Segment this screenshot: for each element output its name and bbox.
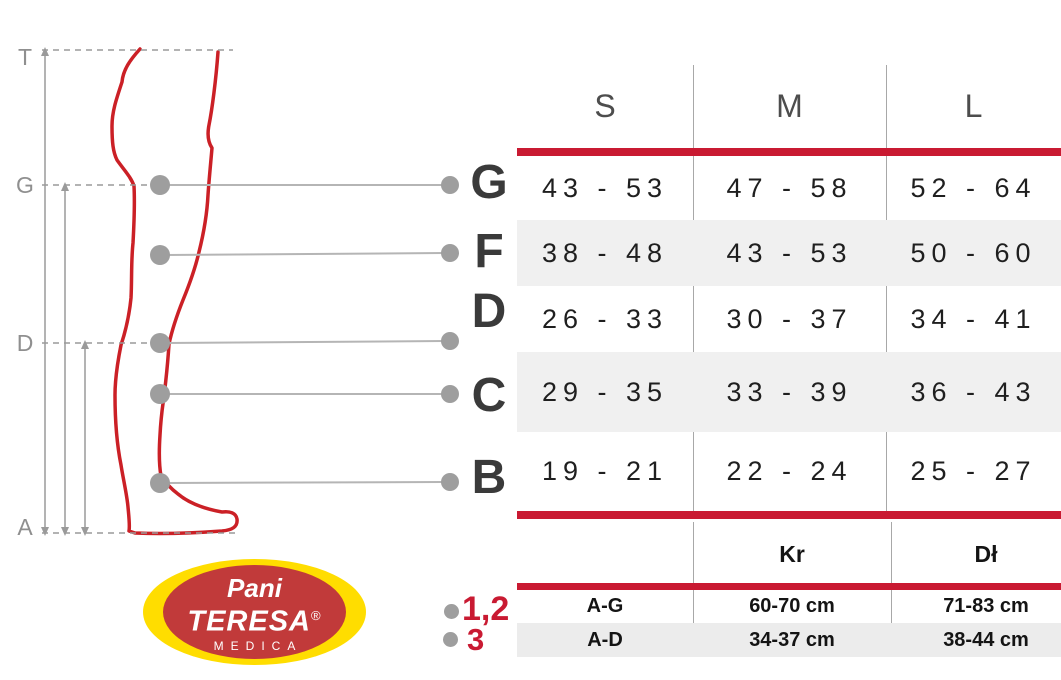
registered-trademark: ®	[311, 608, 322, 623]
cell-ag-kr: 60-70 cm	[749, 595, 835, 617]
point-letter-g: G	[470, 156, 508, 209]
cell-g-l: 52 - 64	[910, 172, 1037, 203]
cell-g-s: 43 - 53	[541, 172, 669, 203]
leg-measurement-diagram	[41, 47, 459, 536]
red-divider-middle	[517, 511, 1061, 519]
cell-f-m: 43 - 53	[726, 237, 853, 268]
cell-f-s: 38 - 48	[541, 237, 669, 268]
length-header-dl: Dł	[974, 540, 998, 567]
axis-label-a: A	[17, 514, 33, 540]
brand-name-teresa: TERESA	[187, 605, 312, 638]
marker-label-12: 1,2	[462, 590, 510, 628]
brand-name-line2: TERESA®	[163, 601, 346, 637]
brand-logo: Pani TERESA® MEDICA	[143, 559, 366, 665]
size-header-l: L	[964, 88, 983, 124]
cell-ad-dl: 38-44 cm	[943, 628, 1029, 651]
cell-g-m: 47 - 58	[726, 172, 853, 203]
cell-c-m: 33 - 39	[726, 376, 853, 407]
cell-d-l: 34 - 41	[910, 303, 1037, 334]
axis-label-g: G	[16, 172, 34, 198]
table-row-f: 38 - 48 43 - 53 50 - 60	[517, 220, 1061, 286]
size-header-s: S	[594, 88, 616, 124]
length-row-ag: A-G 60-70 cm 71-83 cm	[517, 590, 1061, 623]
point-dots	[150, 175, 459, 493]
cell-d-m: 30 - 37	[726, 303, 853, 334]
axis-label-d: D	[16, 330, 34, 356]
size-header-row: S M L	[517, 65, 1061, 148]
level-dashed-lines	[42, 49, 237, 534]
cell-d-s: 26 - 33	[541, 303, 669, 334]
table-row-g: 43 - 53 47 - 58 52 - 64	[517, 156, 1061, 220]
table-row-c: 29 - 35 33 - 39 36 - 43	[517, 352, 1061, 432]
red-divider-top	[517, 148, 1061, 156]
point-letter-b: B	[471, 451, 507, 504]
table-row-b: 19 - 21 22 - 24 25 - 27	[517, 432, 1061, 511]
marker-label-3: 3	[467, 622, 485, 657]
red-divider-bottom	[517, 583, 1061, 590]
length-header-row: Kr Dł	[517, 525, 1061, 583]
marker-dot-12	[444, 604, 459, 619]
grid-line	[693, 65, 694, 511]
point-letter-d: D	[471, 285, 507, 338]
cell-b-l: 25 - 27	[910, 456, 1037, 486]
cell-c-l: 36 - 43	[910, 376, 1037, 407]
length-row-ad: A-D 34-37 cm 38-44 cm	[517, 623, 1061, 657]
size-header-m: M	[776, 88, 803, 124]
cell-ad-kr: 34-37 cm	[749, 628, 835, 651]
point-connector-lines	[165, 184, 445, 484]
cell-b-m: 22 - 24	[726, 456, 853, 486]
brand-logo-inner: Pani TERESA® MEDICA	[163, 565, 346, 659]
point-letter-c: C	[471, 369, 507, 422]
marker-dot-3	[443, 632, 458, 647]
cell-ad-range: A-D	[587, 628, 623, 651]
axis-label-t: T	[17, 44, 33, 70]
cell-ag-dl: 71-83 cm	[943, 595, 1029, 617]
cell-c-s: 29 - 35	[541, 376, 669, 407]
brand-name-line3: MEDICA	[213, 638, 303, 653]
table-row-d: 26 - 33 30 - 37 34 - 41	[517, 286, 1061, 352]
length-header-kr: Kr	[779, 540, 805, 567]
cell-ag-range: A-G	[586, 595, 624, 617]
size-table: S M L 43 - 53 47 - 58 52 - 64 38 - 48 43…	[517, 65, 1061, 657]
cell-f-l: 50 - 60	[910, 237, 1037, 268]
leg-outline	[110, 47, 239, 536]
measurement-arrows	[41, 47, 89, 536]
cell-b-s: 19 - 21	[541, 456, 669, 486]
brand-name-line1: Pani	[227, 573, 282, 603]
grid-line	[886, 65, 887, 511]
point-letter-f: F	[474, 225, 504, 278]
